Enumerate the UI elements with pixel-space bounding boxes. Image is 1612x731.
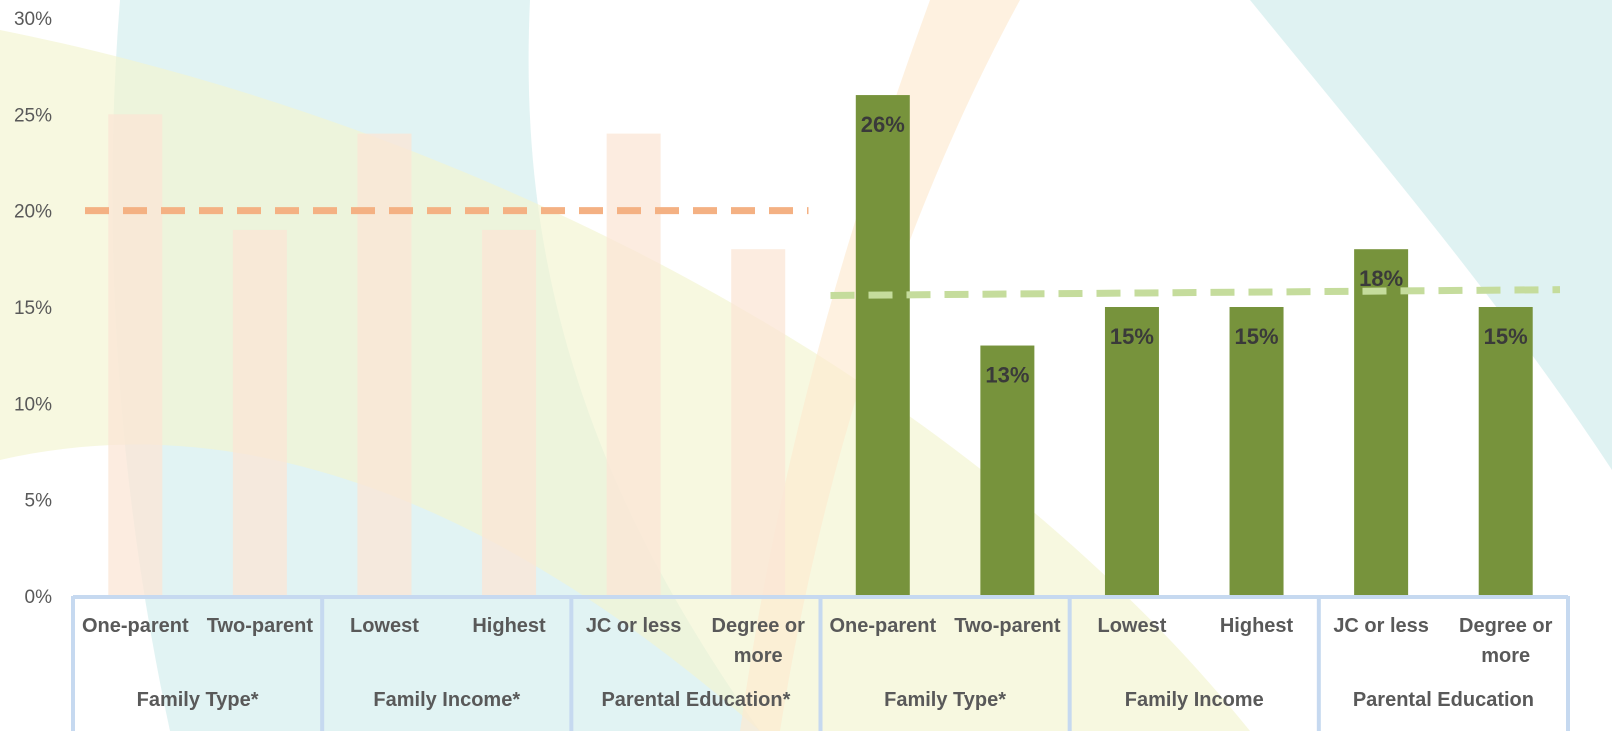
data-label: 15% <box>1235 324 1279 349</box>
bar <box>1478 307 1533 596</box>
orange-stripe <box>740 0 1020 731</box>
bar <box>980 345 1035 596</box>
group-label: Family Income* <box>373 689 520 711</box>
teal-swoosh-right <box>1250 0 1612 470</box>
group-label: Parental Education <box>1353 689 1534 711</box>
y-tick-label: 5% <box>25 491 53 512</box>
category-label: JC or less <box>1333 615 1429 637</box>
y-tick-label: 0% <box>25 587 53 608</box>
data-label: 15% <box>1484 324 1528 349</box>
category-label: Highest <box>1220 615 1294 637</box>
y-tick-label: 10% <box>14 394 52 415</box>
category-label: Highest <box>472 615 546 637</box>
category-label: JC or less <box>586 615 682 637</box>
category-label: more <box>1481 645 1530 667</box>
category-label: Degree or <box>712 615 806 637</box>
bar <box>1104 307 1159 596</box>
group-label: Family Type* <box>137 689 259 711</box>
group-label: Family Type* <box>884 689 1006 711</box>
bar <box>855 95 910 597</box>
y-tick-label: 20% <box>14 202 52 223</box>
y-tick-label: 30% <box>14 9 52 30</box>
category-label: One-parent <box>82 615 189 637</box>
bar <box>1354 249 1409 596</box>
bar <box>731 249 786 596</box>
group-label: Family Income <box>1125 689 1264 711</box>
category-label: Lowest <box>350 615 419 637</box>
bar <box>232 229 287 596</box>
y-tick-label: 25% <box>14 105 52 126</box>
category-label: Lowest <box>1098 615 1167 637</box>
category-label: Two-parent <box>954 615 1061 637</box>
plot-area: 0% 5% 10% 15% 20% 25% 30% 26% 13% 15% 15% 18% 15% One… <box>14 9 1570 731</box>
data-label: 18% <box>1359 266 1403 291</box>
group-label: Parental Education* <box>601 689 790 711</box>
bar <box>482 229 537 596</box>
y-tick-label: 15% <box>14 298 52 319</box>
bar <box>357 133 412 596</box>
data-label: 13% <box>985 363 1029 388</box>
average-reference-line <box>830 286 1561 299</box>
category-label: more <box>734 645 783 667</box>
category-label: Degree or <box>1459 615 1553 637</box>
category-label: Two-parent <box>207 615 314 637</box>
category-label: One-parent <box>829 615 936 637</box>
bar <box>108 114 163 596</box>
bar <box>606 133 661 596</box>
data-label: 26% <box>861 112 905 137</box>
data-label: 15% <box>1110 324 1154 349</box>
bar <box>1229 307 1284 596</box>
